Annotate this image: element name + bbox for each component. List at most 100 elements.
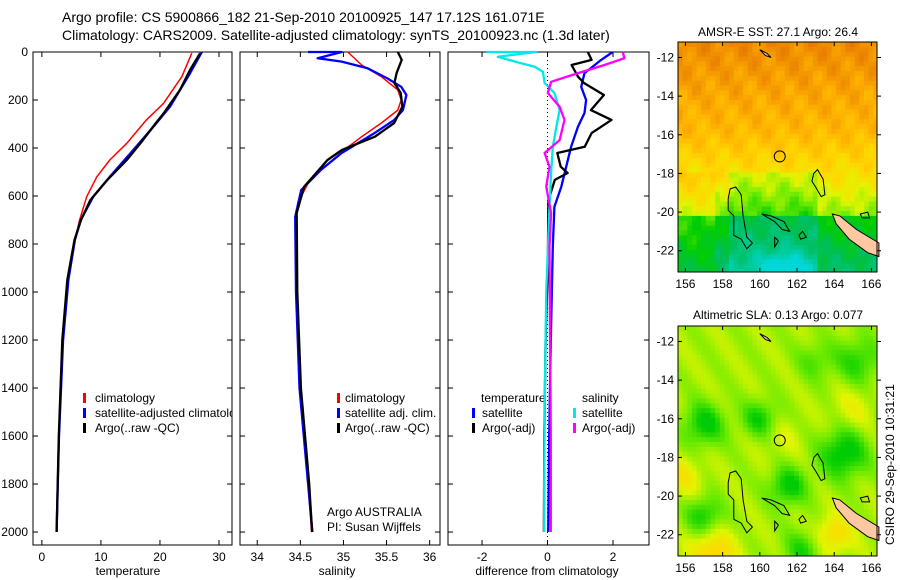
heatmap-cell [794, 51, 800, 58]
heatmap-cell [868, 393, 874, 399]
heatmap-cell [743, 133, 749, 140]
heatmap-cell [798, 345, 805, 351]
heatmap-cell [729, 548, 735, 554]
heatmap-cell [771, 42, 777, 48]
heatmap-cell [836, 254, 842, 260]
heatmap-cell [798, 153, 805, 159]
heatmap-cell [868, 350, 874, 356]
heatmap-cell [794, 182, 800, 188]
heatmap-cell [682, 225, 688, 231]
heatmap-cell [854, 437, 860, 443]
heatmap-cell [775, 240, 781, 246]
heatmap-cell [729, 172, 735, 178]
salinity-panel: salinity climatology satellite adj. clim… [239, 50, 441, 578]
heatmap-cell [840, 446, 846, 453]
x-tick-label: 0 [39, 550, 46, 564]
heatmap-cell [733, 124, 739, 130]
heatmap-cell [710, 124, 716, 130]
heatmap-cell [771, 114, 777, 120]
heatmap-cell [784, 499, 791, 506]
heatmap-cell [719, 480, 725, 486]
heatmap-cell [808, 196, 814, 202]
heatmap-cell [705, 485, 712, 491]
heatmap-cell [682, 379, 688, 385]
heatmap-cell [729, 422, 735, 428]
heatmap-cell [775, 138, 781, 144]
y-tick-label: 0 [21, 45, 28, 59]
heatmap-cell [733, 330, 739, 337]
heatmap-cell [729, 504, 735, 511]
heatmap-cell [771, 167, 777, 173]
heatmap-cell [873, 129, 877, 135]
heatmap-cell [766, 133, 772, 140]
heatmap-cell [710, 509, 716, 515]
heatmap-cell [798, 225, 805, 231]
heatmap-cell [859, 335, 865, 342]
heatmap-cell [775, 85, 781, 91]
heatmap-cell [775, 495, 781, 501]
heatmap-cell [845, 119, 851, 125]
heatmap-cell [864, 538, 870, 544]
heatmap-cell [761, 187, 767, 193]
heatmap-cell [789, 384, 795, 390]
heatmap-cell [757, 480, 763, 486]
heatmap-cell [687, 326, 693, 332]
heatmap-cell [817, 177, 823, 183]
heatmap-cell [794, 364, 800, 371]
heatmap-cell [729, 355, 735, 361]
heatmap-cell [701, 119, 707, 125]
heatmap-cell [771, 51, 777, 58]
heatmap-cell [812, 480, 818, 486]
heatmap-cell [733, 56, 739, 62]
heatmap-cell [850, 191, 856, 198]
heatmap-cell [724, 46, 730, 53]
heatmap-cell [817, 355, 823, 361]
heatmap-cell [710, 259, 716, 265]
heatmap-cell [812, 422, 818, 428]
lat-tick-label: -14 [657, 89, 675, 103]
heatmap-cell [775, 56, 781, 62]
heatmap-cell [789, 66, 795, 72]
heatmap-cell [682, 80, 688, 87]
heatmap-cell [771, 249, 777, 256]
heatmap-cell [761, 350, 767, 356]
heatmap-cell [794, 75, 800, 82]
heatmap-cell [789, 71, 795, 77]
heatmap-cell [868, 408, 874, 414]
heatmap-cell [743, 42, 749, 48]
heatmap-cell [687, 524, 693, 530]
heatmap-cell [696, 553, 702, 556]
heatmap-cell [868, 264, 874, 270]
lon-tick-label: 160 [750, 277, 770, 291]
heatmap-cell [747, 235, 753, 241]
heatmap-cell [780, 269, 786, 272]
heatmap-cell [803, 138, 809, 144]
island-landmass [759, 49, 772, 58]
heatmap-cell [831, 158, 837, 164]
heatmap-cell [826, 215, 832, 222]
argo-float-position-marker [773, 434, 786, 447]
heatmap-cell [691, 201, 698, 207]
heatmap-cell [784, 244, 791, 251]
heatmap-cell [766, 403, 772, 409]
heatmap-cell [873, 264, 877, 270]
heatmap-cell [854, 75, 860, 82]
heatmap-cell [687, 519, 693, 525]
heatmap-cell [719, 220, 725, 227]
heatmap-cell [798, 461, 805, 467]
heatmap-cell [729, 133, 735, 140]
heatmap-cell [771, 543, 777, 549]
heatmap-cell [757, 182, 763, 188]
heatmap-cell [789, 475, 795, 482]
heatmap-cell [836, 46, 842, 53]
heatmap-cell [761, 480, 767, 486]
heatmap-cell [715, 66, 721, 72]
heatmap-cell [771, 264, 777, 270]
heatmap-cell [715, 51, 721, 58]
heatmap-cell [729, 215, 735, 222]
heatmap-cell [747, 254, 753, 260]
heatmap-cell [840, 196, 846, 202]
heatmap-cell [873, 350, 877, 356]
heatmap-cell [822, 330, 828, 337]
heatmap-cell [864, 109, 870, 115]
